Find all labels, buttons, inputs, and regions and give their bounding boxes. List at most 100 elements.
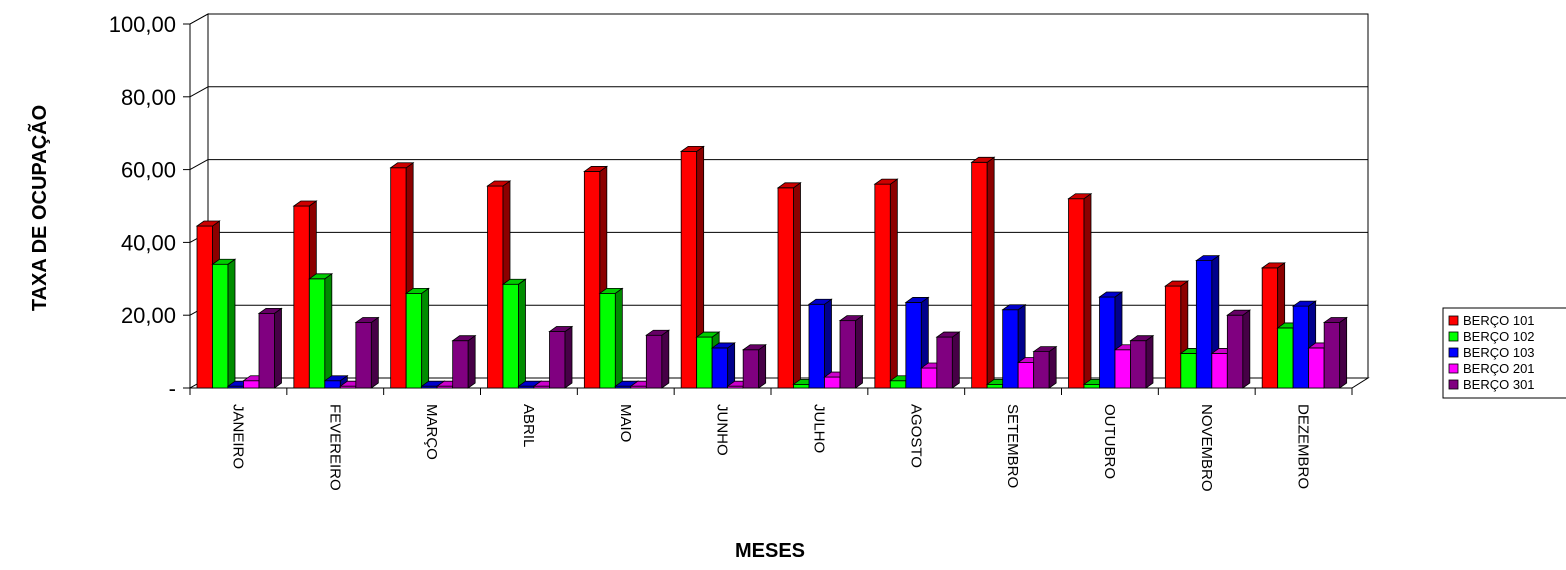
bar-front bbox=[839, 320, 856, 389]
bar-top bbox=[292, 200, 318, 207]
bar bbox=[645, 329, 671, 389]
bar-front bbox=[405, 292, 423, 389]
bar bbox=[451, 334, 477, 389]
bar-front bbox=[986, 383, 1004, 389]
bar-front bbox=[711, 347, 729, 389]
bar-top bbox=[1098, 291, 1124, 298]
bar bbox=[598, 287, 624, 389]
y-axis-title: TAXA DE OCUPAÇÃO bbox=[28, 105, 51, 311]
bar-front bbox=[1226, 314, 1244, 389]
y-axis: - 20,00 40,00 60,00 80,00 100,00 bbox=[109, 12, 191, 401]
bar bbox=[257, 307, 283, 389]
bar-top bbox=[1322, 317, 1348, 323]
bar-front bbox=[808, 303, 825, 389]
bar-front bbox=[1195, 260, 1213, 389]
bar-top bbox=[1129, 335, 1155, 342]
bar-top bbox=[776, 182, 802, 189]
bar-front bbox=[696, 336, 713, 389]
bar-front bbox=[502, 283, 519, 389]
bar-side bbox=[1242, 309, 1251, 389]
bar bbox=[838, 314, 864, 389]
bar-top bbox=[838, 315, 864, 322]
bar-top bbox=[211, 258, 237, 265]
bar-side bbox=[324, 273, 333, 389]
bar-front bbox=[324, 380, 341, 389]
legend-label: BERÇO 301 bbox=[1463, 377, 1535, 392]
bar-front bbox=[793, 383, 810, 389]
bar-side bbox=[855, 314, 863, 389]
bar-front bbox=[1083, 383, 1100, 389]
bar bbox=[710, 342, 736, 389]
bar-front bbox=[905, 302, 922, 389]
bar-front bbox=[549, 331, 566, 389]
bar-side bbox=[1145, 334, 1154, 389]
bar-side bbox=[227, 258, 236, 389]
bar-top bbox=[354, 317, 380, 323]
bar-front bbox=[1068, 198, 1085, 389]
bar-side bbox=[1048, 345, 1057, 389]
bar-top bbox=[486, 180, 512, 187]
bar-top bbox=[1001, 304, 1027, 311]
bar bbox=[211, 258, 237, 389]
bar-front bbox=[742, 349, 760, 389]
bar-top bbox=[1164, 280, 1190, 287]
bar bbox=[935, 331, 961, 389]
x-tick-label: JULHO bbox=[810, 404, 827, 453]
bar-front bbox=[936, 336, 953, 389]
gridline-side bbox=[189, 159, 209, 171]
bar-side bbox=[727, 342, 736, 389]
bar-front bbox=[1292, 305, 1310, 389]
bar-side bbox=[793, 182, 801, 389]
bar-top bbox=[323, 375, 349, 382]
bar-top bbox=[583, 166, 609, 172]
bar-top bbox=[741, 344, 767, 351]
bar-top bbox=[389, 162, 415, 169]
bar-front bbox=[1130, 340, 1147, 389]
bar-side bbox=[274, 307, 282, 389]
x-tick-label: DEZEMBRO bbox=[1295, 404, 1312, 489]
bar-front bbox=[1017, 362, 1035, 389]
bar-top bbox=[1260, 262, 1286, 269]
bar-front bbox=[1308, 347, 1325, 389]
bar bbox=[679, 145, 705, 389]
bar-front bbox=[487, 185, 504, 389]
y-tick-label: 40,00 bbox=[121, 230, 176, 255]
bar bbox=[1129, 334, 1155, 389]
bar-side bbox=[421, 287, 430, 389]
bars bbox=[195, 145, 1348, 389]
bar-top bbox=[501, 278, 527, 285]
bar-top bbox=[645, 329, 671, 336]
y-tick-label: - bbox=[169, 376, 176, 401]
bar-front bbox=[212, 263, 229, 389]
bar-front bbox=[599, 292, 616, 389]
bar-top bbox=[1032, 346, 1058, 353]
bar-front bbox=[1277, 327, 1294, 389]
bar-front bbox=[1211, 353, 1228, 389]
bar bbox=[1322, 316, 1348, 389]
bar-top bbox=[807, 298, 833, 305]
bar bbox=[873, 178, 899, 389]
bar-front bbox=[293, 205, 310, 389]
bar-front bbox=[920, 367, 938, 389]
bar-side bbox=[661, 329, 670, 389]
bar-side bbox=[986, 156, 995, 389]
bar-front bbox=[452, 340, 469, 389]
y-tick-label: 60,00 bbox=[121, 158, 176, 183]
bar bbox=[1067, 192, 1093, 389]
bar-front bbox=[1033, 351, 1050, 389]
gridline-side bbox=[189, 13, 209, 25]
bar-top bbox=[1226, 309, 1252, 316]
bar-top bbox=[695, 331, 721, 338]
bar-top bbox=[970, 156, 996, 163]
x-tick-label: JANEIRO bbox=[229, 404, 246, 469]
x-tick-label: NOVEMBRO bbox=[1198, 404, 1215, 492]
legend-label: BERÇO 101 bbox=[1463, 313, 1535, 328]
legend-swatch bbox=[1448, 363, 1459, 374]
bar-side bbox=[889, 178, 898, 389]
bar-front bbox=[645, 334, 663, 389]
legend-label: BERÇO 201 bbox=[1463, 361, 1535, 376]
x-tick-label: JUNHO bbox=[714, 404, 731, 456]
bar-front bbox=[243, 380, 260, 389]
bar-side bbox=[1339, 316, 1348, 389]
bar-front bbox=[874, 183, 891, 389]
